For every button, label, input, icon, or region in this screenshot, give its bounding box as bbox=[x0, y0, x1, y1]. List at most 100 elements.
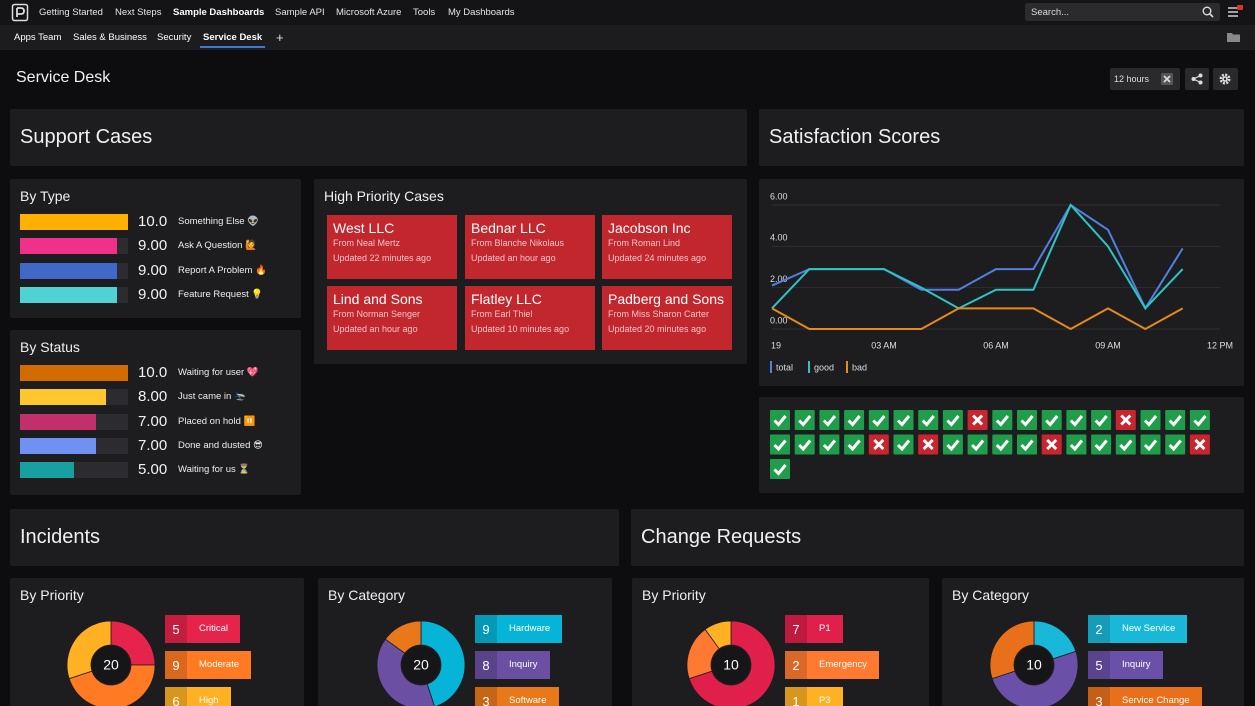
chart-title: By Type bbox=[20, 188, 71, 204]
bar bbox=[20, 365, 128, 381]
check-good bbox=[1017, 434, 1037, 455]
nav-item[interactable]: Sample Dashboards bbox=[173, 7, 265, 18]
check-box bbox=[770, 434, 790, 455]
legend-count: 3 bbox=[1095, 694, 1103, 706]
legend-label: Service Change bbox=[1110, 687, 1202, 706]
check-good bbox=[1189, 410, 1210, 430]
case-card[interactable]: Lind and Sons From Norman Senger Updated a… bbox=[327, 286, 457, 350]
check-glyph bbox=[1069, 415, 1084, 427]
check-glyph bbox=[1168, 439, 1182, 452]
check-good bbox=[1066, 410, 1087, 430]
case-from: From Roman Lind bbox=[608, 238, 681, 248]
donut-slice bbox=[68, 664, 156, 706]
nav-item[interactable]: Sample API bbox=[275, 7, 325, 18]
check-box bbox=[1091, 410, 1112, 430]
bar bbox=[20, 238, 118, 255]
legend-swatch bbox=[808, 361, 810, 373]
check-box bbox=[844, 410, 865, 430]
cases-panel: High Priority Cases West LLC From Neal Mer… bbox=[314, 179, 747, 364]
donut-panel: By Priority 20 5 Critical 9 Moderate 6 High bbox=[10, 578, 304, 706]
check-box bbox=[1165, 434, 1186, 455]
nav-item[interactable]: Microsoft Azure bbox=[336, 7, 402, 18]
tab[interactable]: Apps Team bbox=[14, 32, 62, 43]
check-glyph bbox=[921, 415, 935, 427]
check-glyph bbox=[896, 415, 911, 427]
donut-hole bbox=[1015, 646, 1053, 684]
check-box bbox=[893, 410, 914, 430]
check-good bbox=[992, 410, 1013, 430]
check-glyph bbox=[873, 438, 885, 451]
line-chart-panel: 0.00 2.00 4.00 6.00 19 03 AM 06 AM 09 AM 12 PM to… bbox=[759, 179, 1244, 386]
check-bad bbox=[967, 410, 988, 430]
category-label: Waiting for user 💖 bbox=[178, 367, 259, 378]
case-updated: Updated an hour ago bbox=[333, 324, 418, 334]
check-box bbox=[918, 410, 939, 430]
donut-total: 10 bbox=[723, 657, 739, 673]
donut-chart: 10 bbox=[989, 620, 1079, 706]
check-box bbox=[770, 459, 790, 479]
check-box bbox=[1091, 434, 1112, 455]
folder-icon[interactable] bbox=[1227, 32, 1240, 42]
cases-title: High Priority Cases bbox=[324, 188, 444, 204]
y-tick-label: 6.00 bbox=[770, 191, 788, 201]
category-label: Feature Request 💡 bbox=[178, 288, 264, 300]
check-glyph bbox=[1069, 439, 1084, 452]
donut-chart: 10 bbox=[686, 620, 776, 706]
case-from: From Neal Mertz bbox=[333, 238, 401, 248]
tab[interactable]: Security bbox=[157, 32, 192, 43]
check-box bbox=[1140, 434, 1161, 455]
search-box[interactable] bbox=[1025, 3, 1220, 21]
search-icon[interactable] bbox=[1202, 6, 1214, 18]
check-glyph bbox=[1020, 439, 1034, 452]
case-card[interactable]: Flatley LLC From Earl Thiel Updated 10 min… bbox=[465, 286, 595, 350]
series-line bbox=[771, 203, 1184, 310]
bar bbox=[20, 413, 96, 430]
legend-count: 5 bbox=[172, 622, 180, 637]
tab[interactable]: Sales & Business bbox=[73, 32, 147, 43]
donut-slice bbox=[420, 620, 466, 706]
y-tick-label: 4.00 bbox=[770, 233, 788, 243]
value-label: 10.0 bbox=[138, 364, 168, 381]
donut-total: 20 bbox=[103, 657, 119, 673]
add-tab[interactable]: + bbox=[276, 30, 284, 45]
check-glyph bbox=[798, 439, 812, 452]
check-bad bbox=[1189, 434, 1210, 455]
check-good bbox=[1115, 434, 1136, 455]
legend-label: Emergency bbox=[807, 651, 880, 679]
menu-icon[interactable] bbox=[1228, 5, 1244, 19]
case-card[interactable]: Padberg and Sons From Miss Sharon Carter U… bbox=[602, 286, 732, 350]
check-glyph bbox=[1120, 414, 1132, 426]
nav-item[interactable]: My Dashboards bbox=[448, 7, 515, 18]
check-glyph bbox=[1094, 439, 1108, 452]
check-box bbox=[967, 434, 988, 455]
check-good bbox=[819, 410, 840, 430]
legend-badge bbox=[165, 687, 187, 706]
section-title: Incidents bbox=[20, 526, 101, 548]
logo[interactable] bbox=[11, 3, 29, 22]
share-button[interactable] bbox=[1185, 68, 1209, 90]
excel-icon[interactable] bbox=[1160, 72, 1174, 86]
donut-slice bbox=[66, 620, 112, 680]
donut-hole bbox=[712, 646, 750, 684]
check-box bbox=[1189, 410, 1210, 430]
legend-count: 5 bbox=[1095, 658, 1103, 673]
check-bad bbox=[868, 434, 889, 455]
bar-chart-panel: By Status 10.0 Waiting for user 💖 8.00 Just … bbox=[10, 330, 301, 495]
nav-item[interactable]: Tools bbox=[413, 7, 436, 18]
legend-count: 8 bbox=[482, 658, 490, 673]
check-box bbox=[770, 410, 790, 430]
case-card[interactable]: Bednar LLC From Blanche Nikolaus Updated a… bbox=[465, 215, 595, 279]
legend-badge bbox=[165, 651, 187, 679]
check-glyph bbox=[872, 415, 886, 427]
case-card[interactable]: Jacobson Inc From Roman Lind Updated 24 mi… bbox=[602, 215, 732, 279]
check-box bbox=[942, 410, 963, 430]
check-glyph bbox=[946, 415, 960, 427]
nav-item[interactable]: Getting Started bbox=[39, 7, 103, 18]
nav-item[interactable]: Next Steps bbox=[115, 7, 162, 18]
check-glyph bbox=[847, 439, 861, 452]
check-glyph bbox=[1194, 438, 1206, 451]
case-card[interactable]: West LLC From Neal Mertz Updated 22 minute… bbox=[327, 215, 457, 279]
donut-slice bbox=[704, 620, 732, 650]
tab[interactable]: Service Desk bbox=[203, 32, 263, 43]
